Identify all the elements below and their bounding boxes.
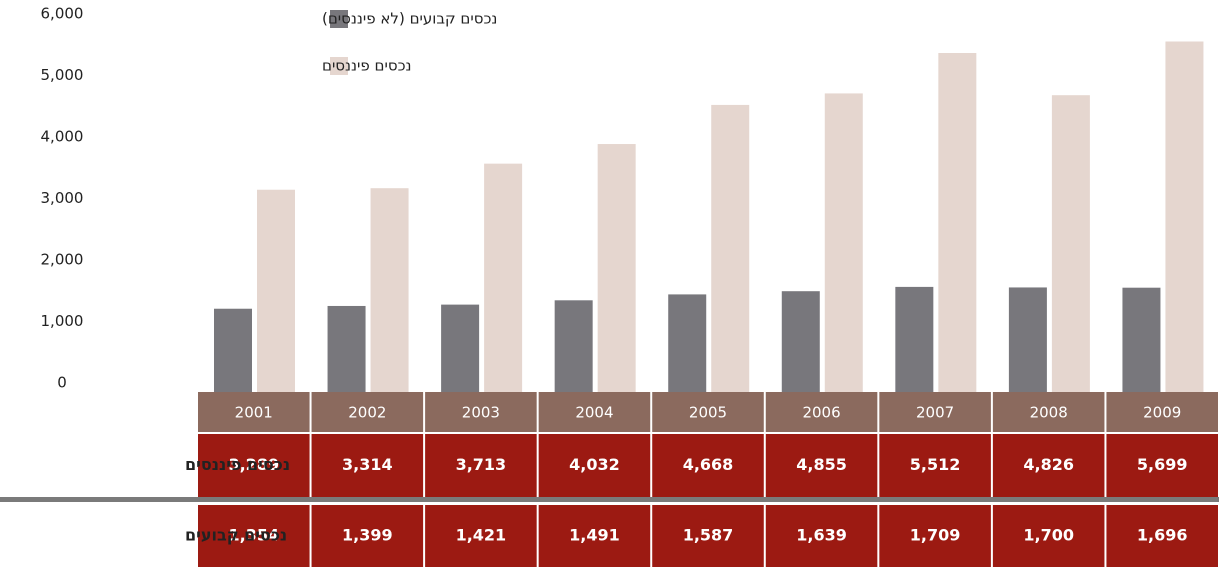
- x-tick-label: 2006: [802, 404, 840, 422]
- value-label: 5,699: [1137, 455, 1188, 474]
- bar: [257, 189, 295, 392]
- value-label: 4,826: [1023, 455, 1074, 474]
- value-label: 1,696: [1137, 526, 1188, 545]
- x-tick-label: 2007: [916, 404, 954, 422]
- value-cell: [992, 434, 1105, 497]
- value-cell: [652, 505, 764, 567]
- year-cell: [425, 392, 537, 432]
- value-label: 1,421: [456, 526, 507, 545]
- value-label: 1,587: [683, 526, 734, 545]
- value-label: 4,032: [569, 455, 620, 474]
- value-label: 1,354: [228, 526, 279, 545]
- legend-swatch: [330, 57, 348, 75]
- value-cell: [311, 434, 424, 497]
- value-cell: [1106, 434, 1218, 497]
- bar: [554, 300, 593, 392]
- y-tick-label: 6,000: [41, 5, 84, 23]
- value-label: 3,289: [228, 455, 279, 474]
- y-tick-label: 3,000: [41, 189, 84, 207]
- legend-swatch: [330, 10, 348, 28]
- bar: [214, 308, 252, 392]
- bar: [1122, 287, 1161, 392]
- x-tick-label: 2004: [575, 404, 613, 422]
- y-tick-label: 1,000: [41, 312, 84, 330]
- value-cell: [538, 434, 651, 497]
- value-cell: [425, 505, 537, 567]
- value-cell: [879, 505, 991, 567]
- year-cell: [198, 392, 310, 432]
- y-tick-label: 2,000: [41, 251, 84, 269]
- y-tick-label: 5,000: [41, 66, 84, 84]
- value-cell: [198, 434, 310, 497]
- year-cell: [311, 392, 424, 432]
- separator: [0, 497, 1219, 502]
- value-label: 1,491: [569, 526, 620, 545]
- value-cell: [652, 434, 764, 497]
- bar: [327, 305, 366, 392]
- value-label: 3,314: [342, 455, 393, 474]
- value-cell: [311, 505, 424, 567]
- x-tick-label: 2009: [1143, 404, 1181, 422]
- value-label: 4,855: [796, 455, 847, 474]
- value-label: 1,709: [910, 526, 961, 545]
- x-tick-label: 2001: [235, 404, 273, 422]
- value-label: 1,700: [1023, 526, 1074, 545]
- year-cell: [538, 392, 651, 432]
- x-tick-label: 2002: [348, 404, 386, 422]
- x-tick-label: 2003: [462, 404, 500, 422]
- bar: [824, 93, 863, 392]
- bar: [895, 286, 934, 392]
- year-cell: [879, 392, 991, 432]
- value-cell: [992, 505, 1105, 567]
- bar: [1051, 95, 1090, 393]
- value-cell: [538, 505, 651, 567]
- value-cell: [879, 434, 991, 497]
- value-cell: [198, 505, 310, 567]
- value-cell: [425, 434, 537, 497]
- value-label: 1,639: [796, 526, 847, 545]
- y-tick-label: 0: [57, 374, 67, 392]
- row-label: נכסים קבועים: [185, 526, 287, 545]
- year-cell: [1106, 392, 1218, 432]
- bar: [711, 104, 750, 392]
- bar: [781, 291, 820, 392]
- value-label: 1,399: [342, 526, 393, 545]
- legend-label: נכסים פיננסים: [322, 57, 412, 75]
- value-cell: [1106, 505, 1218, 567]
- year-cell: [765, 392, 878, 432]
- y-tick-label: 4,000: [41, 128, 84, 146]
- value-label: 4,668: [683, 455, 734, 474]
- bar: [668, 294, 707, 392]
- year-cell: [652, 392, 764, 432]
- bar: [370, 188, 409, 392]
- legend-label: נכסים קבועים (לא פיננסים): [322, 10, 497, 28]
- value-label: 5,512: [910, 455, 961, 474]
- bar: [597, 144, 636, 392]
- year-cell: [992, 392, 1105, 432]
- x-tick-label: 2008: [1030, 404, 1068, 422]
- value-label: 3,713: [456, 455, 507, 474]
- value-cell: [765, 505, 878, 567]
- bar: [938, 53, 977, 393]
- bar: [1165, 41, 1204, 392]
- bar: [1008, 287, 1047, 392]
- row-label: נכסים פיננסים: [185, 455, 290, 474]
- x-tick-label: 2005: [689, 404, 727, 422]
- bar: [441, 304, 480, 392]
- bar: [484, 163, 523, 392]
- value-cell: [765, 434, 878, 497]
